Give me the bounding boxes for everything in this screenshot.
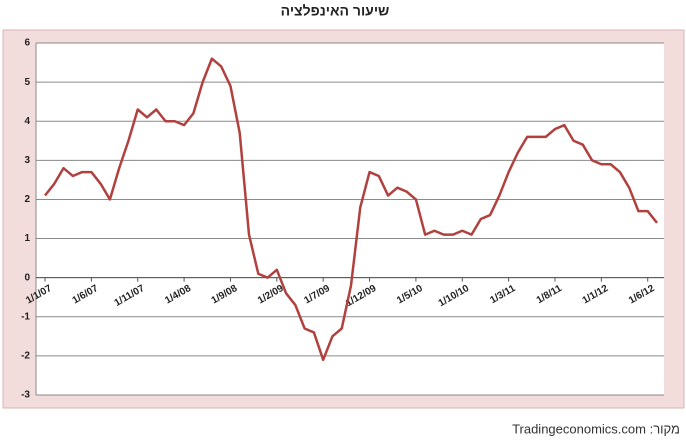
chart-title: שיעור האינפלציה: [281, 3, 390, 19]
y-tick-label: 1: [24, 233, 30, 244]
y-tick-label: 2: [24, 194, 30, 205]
data-line: [44, 57, 658, 362]
source: מקור: Tradingeconomics.com: [512, 421, 680, 436]
y-tick-label: -2: [21, 351, 30, 362]
y-tick-label: 6: [24, 38, 30, 49]
y-tick-label: -3: [21, 390, 30, 401]
y-tick-label: 3: [24, 155, 30, 166]
y-tick-label: -1: [21, 311, 30, 322]
plot-area: [36, 43, 664, 395]
y-tick-label: 4: [24, 116, 30, 127]
y-tick-label: 0: [24, 272, 30, 283]
y-tick-label: 5: [24, 77, 30, 88]
